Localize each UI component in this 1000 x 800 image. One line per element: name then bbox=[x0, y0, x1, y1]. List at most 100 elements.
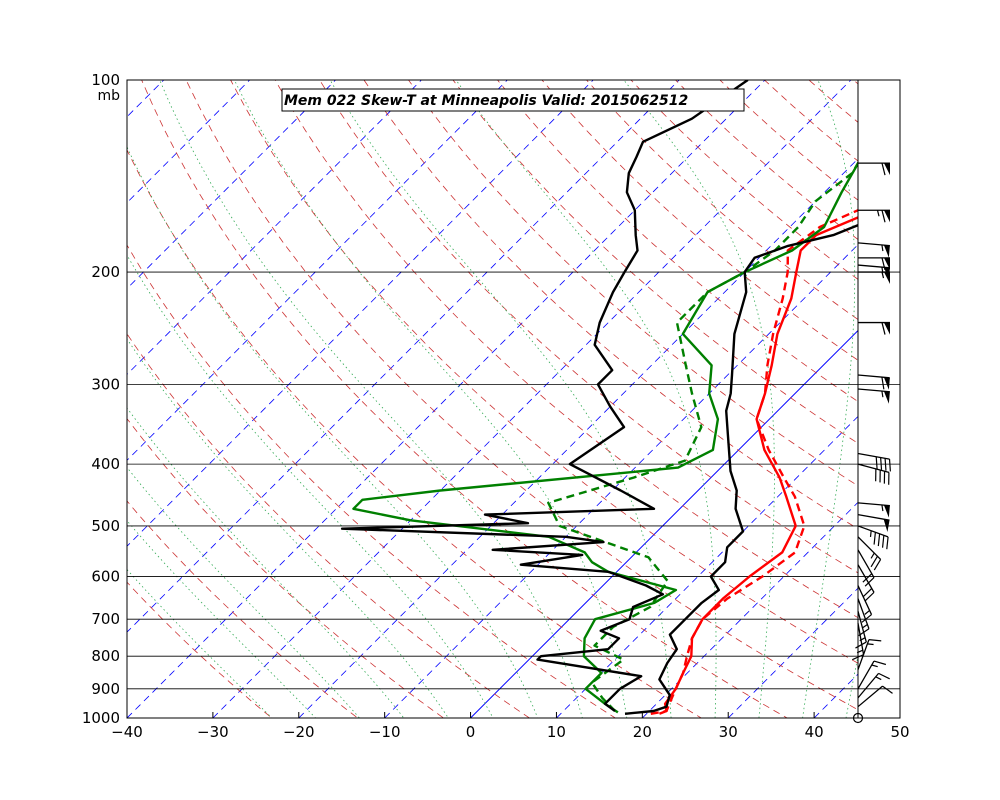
x-tick-label: −10 bbox=[369, 723, 401, 741]
profile-temp-dashed bbox=[650, 208, 858, 715]
wind-barb bbox=[857, 564, 875, 602]
wind-barb-half bbox=[861, 623, 868, 629]
plot-frame bbox=[126, 79, 901, 719]
wind-barb-staff bbox=[857, 388, 890, 393]
wind-barb bbox=[857, 452, 891, 472]
profile-member-dew bbox=[340, 80, 749, 712]
y-tick-label: 900 bbox=[91, 680, 120, 698]
wind-barb-half bbox=[875, 676, 882, 681]
dry-adiabat-line bbox=[127, 148, 702, 718]
wind-barb-full bbox=[881, 377, 885, 390]
isotherm-line bbox=[813, 673, 858, 718]
wind-barb-half bbox=[870, 552, 875, 559]
wind-barb-flag bbox=[883, 391, 890, 404]
isotherm-line bbox=[127, 80, 508, 461]
isotherm-line bbox=[727, 587, 858, 718]
wind-barb-staff bbox=[857, 660, 875, 690]
wind-barb-full bbox=[873, 532, 876, 545]
dry-adiabat-line bbox=[319, 80, 858, 574]
isotherm-line bbox=[0, 80, 78, 718]
wind-barb bbox=[857, 660, 887, 690]
wind-barb-staff bbox=[857, 525, 889, 538]
isotherm-line bbox=[127, 80, 766, 718]
isotherm-line bbox=[127, 80, 680, 633]
wind-barb-flag bbox=[883, 519, 890, 533]
moist-adiabat-line bbox=[623, 80, 775, 718]
moist-adiabat-line bbox=[127, 520, 317, 718]
wind-barb-full bbox=[881, 322, 886, 335]
moist-adiabat-line bbox=[802, 80, 856, 718]
wind-barb-staff bbox=[857, 463, 890, 474]
x-tick-label: −40 bbox=[111, 723, 143, 741]
y-tick-label: 300 bbox=[91, 375, 120, 393]
wind-barb-staff bbox=[857, 672, 880, 699]
isotherm-line bbox=[986, 80, 1000, 718]
moist-adiabat-line bbox=[159, 80, 583, 718]
wind-barb-flag bbox=[883, 505, 890, 518]
wind-barb-staff bbox=[857, 598, 870, 629]
wind-barb bbox=[857, 685, 893, 708]
dry-adiabat-line bbox=[675, 80, 858, 241]
isotherm-line bbox=[298, 158, 858, 718]
wind-barb-flag bbox=[884, 163, 890, 176]
profile-temp-solid bbox=[658, 216, 858, 715]
wind-barb-staff bbox=[857, 536, 882, 560]
wind-barb-staff bbox=[857, 242, 890, 247]
wind-barb-full bbox=[878, 672, 890, 680]
moist-adiabat-line bbox=[127, 254, 494, 718]
moist-adiabat-line bbox=[329, 80, 672, 718]
isotherm-line bbox=[127, 80, 165, 118]
wind-barb-full bbox=[884, 458, 887, 471]
wind-barb-full bbox=[881, 163, 886, 176]
wind-barb-flag bbox=[883, 377, 890, 390]
x-tick-label: 0 bbox=[466, 723, 476, 741]
x-tick-label: 20 bbox=[633, 723, 652, 741]
wind-barb-full bbox=[855, 641, 867, 649]
dry-adiabat-line bbox=[185, 80, 858, 711]
wind-barb-full bbox=[881, 535, 885, 548]
dry-adiabat-line bbox=[274, 80, 858, 619]
wind-barb-half bbox=[881, 271, 885, 279]
y-tick-label: 400 bbox=[91, 455, 120, 473]
wind-barb-full bbox=[873, 559, 882, 571]
isotherm-line bbox=[127, 80, 336, 290]
x-tick-label: 10 bbox=[547, 723, 566, 741]
wind-barb bbox=[858, 209, 890, 223]
wind-barb-staff bbox=[857, 639, 870, 670]
x-tick-label: 50 bbox=[890, 723, 909, 741]
wind-barb-half bbox=[864, 610, 870, 615]
dry-adiabat-line bbox=[127, 581, 273, 718]
y-tick-label: 500 bbox=[91, 517, 120, 535]
profile-dew-dashed bbox=[547, 160, 858, 712]
dry-adiabat-line bbox=[230, 80, 858, 664]
isotherm-line bbox=[212, 80, 852, 718]
profile-member-temp bbox=[624, 223, 858, 715]
wind-barb bbox=[857, 242, 890, 258]
wind-barb-staff bbox=[857, 513, 890, 521]
wind-barb bbox=[857, 502, 890, 518]
wind-barb-half bbox=[871, 664, 878, 668]
y-tick-label: 600 bbox=[91, 567, 120, 585]
wind-barb bbox=[857, 463, 890, 485]
dry-adiabat-line bbox=[452, 80, 858, 444]
wind-barb-staff bbox=[857, 622, 865, 655]
dry-adiabat-line bbox=[541, 80, 858, 361]
wind-barb bbox=[857, 549, 875, 587]
dry-adiabat-line bbox=[808, 80, 858, 123]
wind-barb-half bbox=[881, 244, 884, 252]
chart-title-box: Mem 022 Skew-T at Minneapolis Valid: 201… bbox=[281, 88, 745, 112]
pressure-unit-label: mb bbox=[97, 88, 120, 104]
x-tick-label: −30 bbox=[197, 723, 229, 741]
y-tick-label: 1000 bbox=[82, 709, 120, 727]
isotherm-line bbox=[127, 80, 594, 547]
wind-barb bbox=[857, 585, 873, 623]
wind-barb-half bbox=[869, 530, 872, 537]
wind-barb bbox=[857, 388, 890, 404]
wind-barb-full bbox=[881, 210, 886, 223]
y-tick-label: 100 bbox=[91, 71, 120, 89]
moist-adiabat-line bbox=[127, 568, 273, 718]
moist-adiabat-line bbox=[127, 145, 539, 718]
isotherm-line bbox=[900, 80, 1000, 718]
dry-adiabat-line bbox=[141, 80, 788, 718]
wind-barb bbox=[857, 525, 889, 550]
